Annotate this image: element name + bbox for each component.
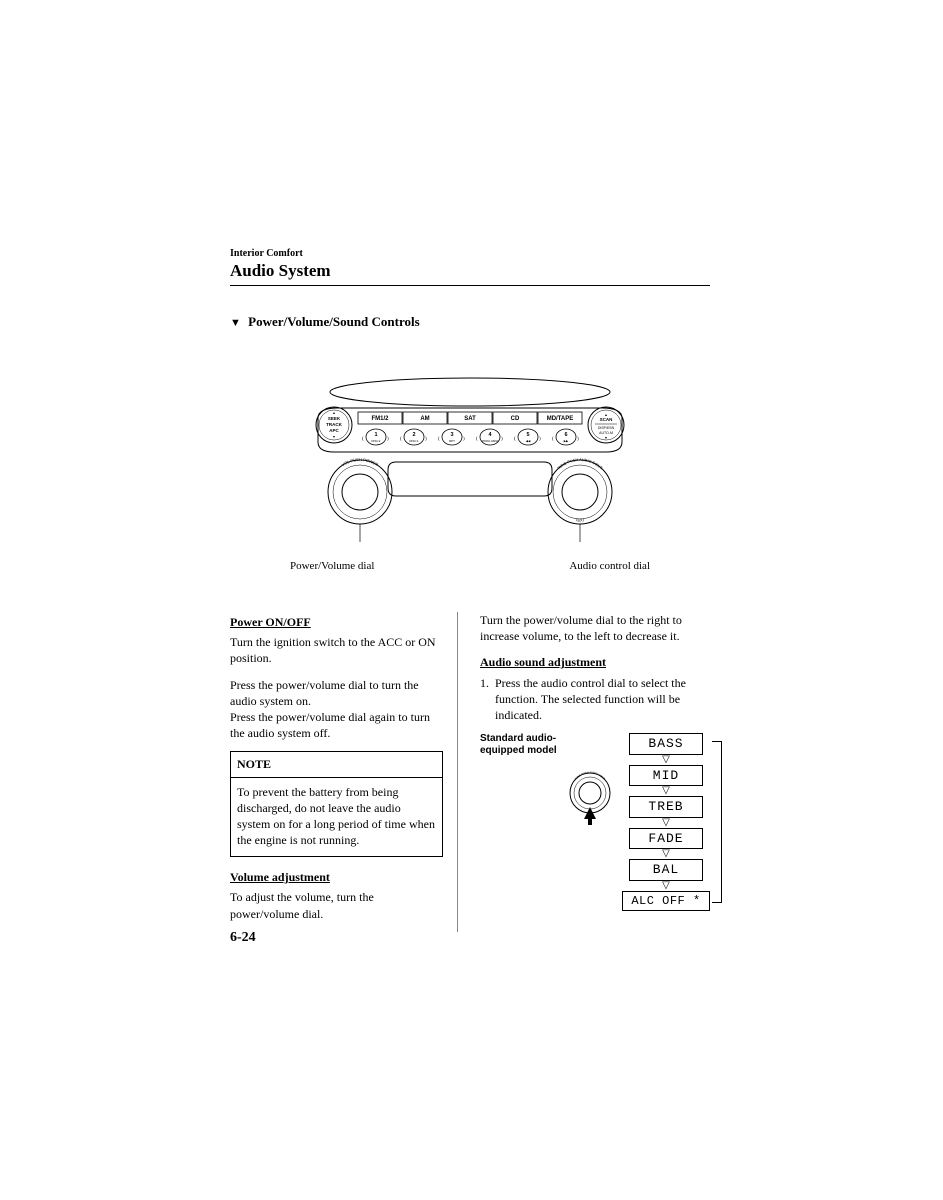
svg-text:▶▶: ▶▶ (564, 439, 569, 443)
svg-text:(: ( (400, 437, 402, 442)
svg-text:): ) (463, 437, 465, 442)
svg-text:TUNE PUSH AUDIO CONT.: TUNE PUSH AUDIO CONT. (574, 770, 607, 781)
note-box: NOTE To prevent the battery from being d… (230, 751, 443, 857)
down-arrow-icon: ▽ (662, 755, 670, 765)
svg-text:): ) (501, 437, 503, 442)
adjust-option: ALC OFF * (622, 891, 710, 911)
body-columns: Power ON/OFF Turn the ignition switch to… (230, 612, 710, 932)
subsection-title: Power/Volume/Sound Controls (230, 314, 710, 330)
adjust-option: FADE (629, 828, 703, 850)
svg-text:(: ( (514, 437, 516, 442)
svg-text:▼: ▼ (604, 436, 607, 440)
svg-text:(: ( (438, 437, 440, 442)
adjust-option: BAL (629, 859, 703, 881)
label-power-volume-dial: Power/Volume dial (290, 560, 374, 572)
heading-power-onoff: Power ON/OFF (230, 614, 443, 630)
para: Press the power/volume dial again to tur… (230, 709, 443, 741)
svg-text:PROG REW: PROG REW (482, 439, 499, 443)
svg-text:1: 1 (374, 432, 377, 438)
svg-text:▲: ▲ (332, 411, 335, 415)
down-arrow-icon: ▽ (662, 786, 670, 796)
svg-text:DISC∧: DISC∧ (409, 439, 418, 443)
diagram-labels: Power/Volume dial Audio control dial (230, 560, 710, 572)
radio-diagram: ▲ SEEK TRACK APC ▼ ▲ SCAN DISP/ESN AUTO-… (290, 370, 650, 550)
subsection-title-text: Power/Volume/Sound Controls (248, 314, 420, 329)
audio-adjust-figure: Standard audio-equipped model TUNE PUSH … (480, 733, 710, 911)
adjust-sequence: BASS▽MID▽TREB▽FADE▽BAL▽ALC OFF * (622, 733, 710, 911)
list-number: 1. (480, 675, 489, 724)
para: Press the power/volume dial to turn the … (230, 677, 443, 709)
down-arrow-icon: ▽ (662, 881, 670, 891)
label-audio-control-dial: Audio control dial (569, 560, 650, 572)
note-title: NOTE (231, 752, 442, 777)
svg-text:TUNE PUSH AUDIO CONT.: TUNE PUSH AUDIO CONT. (557, 458, 604, 471)
svg-text:FM1/2: FM1/2 (371, 416, 389, 422)
svg-text:): ) (539, 437, 541, 442)
para: Turn the power/volume dial to the right … (480, 612, 710, 644)
svg-text:(: ( (552, 437, 554, 442)
svg-text:(: ( (362, 437, 364, 442)
svg-text:◀◀: ◀◀ (526, 439, 531, 443)
standard-audio-label: Standard audio-equipped model (480, 733, 558, 757)
svg-text:): ) (387, 437, 389, 442)
svg-text:DISC∨: DISC∨ (371, 439, 380, 443)
svg-text:DISP/ESN: DISP/ESN (598, 426, 615, 430)
return-loop-line (712, 741, 722, 903)
svg-text:(: ( (476, 437, 478, 442)
svg-text:): ) (577, 437, 579, 442)
para: Turn the ignition switch to the ACC or O… (230, 634, 443, 666)
svg-text:6: 6 (564, 432, 567, 438)
svg-text:AUTO-M: AUTO-M (599, 431, 613, 435)
right-column: Turn the power/volume dial to the right … (476, 612, 710, 932)
breadcrumb: Interior Comfort (230, 248, 710, 259)
svg-text:3: 3 (450, 432, 453, 438)
svg-text:TEXT: TEXT (575, 517, 586, 522)
para: To adjust the volume, turn the power/vol… (230, 889, 443, 921)
svg-text:AM: AM (420, 416, 429, 422)
note-body: To prevent the battery from being discha… (231, 778, 442, 857)
adjust-option: TREB (629, 796, 703, 818)
adjust-option: BASS (629, 733, 703, 755)
svg-text:SEEK: SEEK (328, 416, 341, 421)
page-content: Interior Comfort Audio System Power/Volu… (230, 248, 710, 932)
heading-volume-adjustment: Volume adjustment (230, 869, 443, 885)
svg-text:5: 5 (526, 432, 529, 438)
svg-text:4: 4 (488, 432, 492, 438)
svg-text:RPT: RPT (449, 439, 455, 443)
small-dial-icon: TUNE PUSH AUDIO CONT. (566, 767, 614, 827)
adjust-option: MID (629, 765, 703, 787)
list-text: Press the audio control dial to select t… (495, 675, 710, 724)
section-title: Audio System (230, 261, 710, 286)
svg-text:▼: ▼ (332, 435, 335, 439)
svg-text:APC: APC (329, 428, 339, 433)
down-arrow-icon: ▽ (662, 818, 670, 828)
svg-text:VOL PUSH POWER: VOL PUSH POWER (341, 457, 380, 467)
svg-text:SCAN: SCAN (600, 417, 613, 422)
page-number: 6-24 (230, 930, 256, 946)
svg-text:SAT: SAT (464, 416, 476, 422)
list-item: 1. Press the audio control dial to selec… (480, 675, 710, 724)
svg-text:2: 2 (412, 432, 415, 438)
svg-text:CD: CD (511, 416, 520, 422)
left-column: Power ON/OFF Turn the ignition switch to… (230, 612, 458, 932)
svg-text:): ) (425, 437, 427, 442)
svg-text:TRACK: TRACK (326, 422, 342, 427)
heading-audio-sound-adjustment: Audio sound adjustment (480, 654, 710, 670)
svg-text:MD/TAPE: MD/TAPE (547, 416, 574, 422)
down-arrow-icon: ▽ (662, 849, 670, 859)
